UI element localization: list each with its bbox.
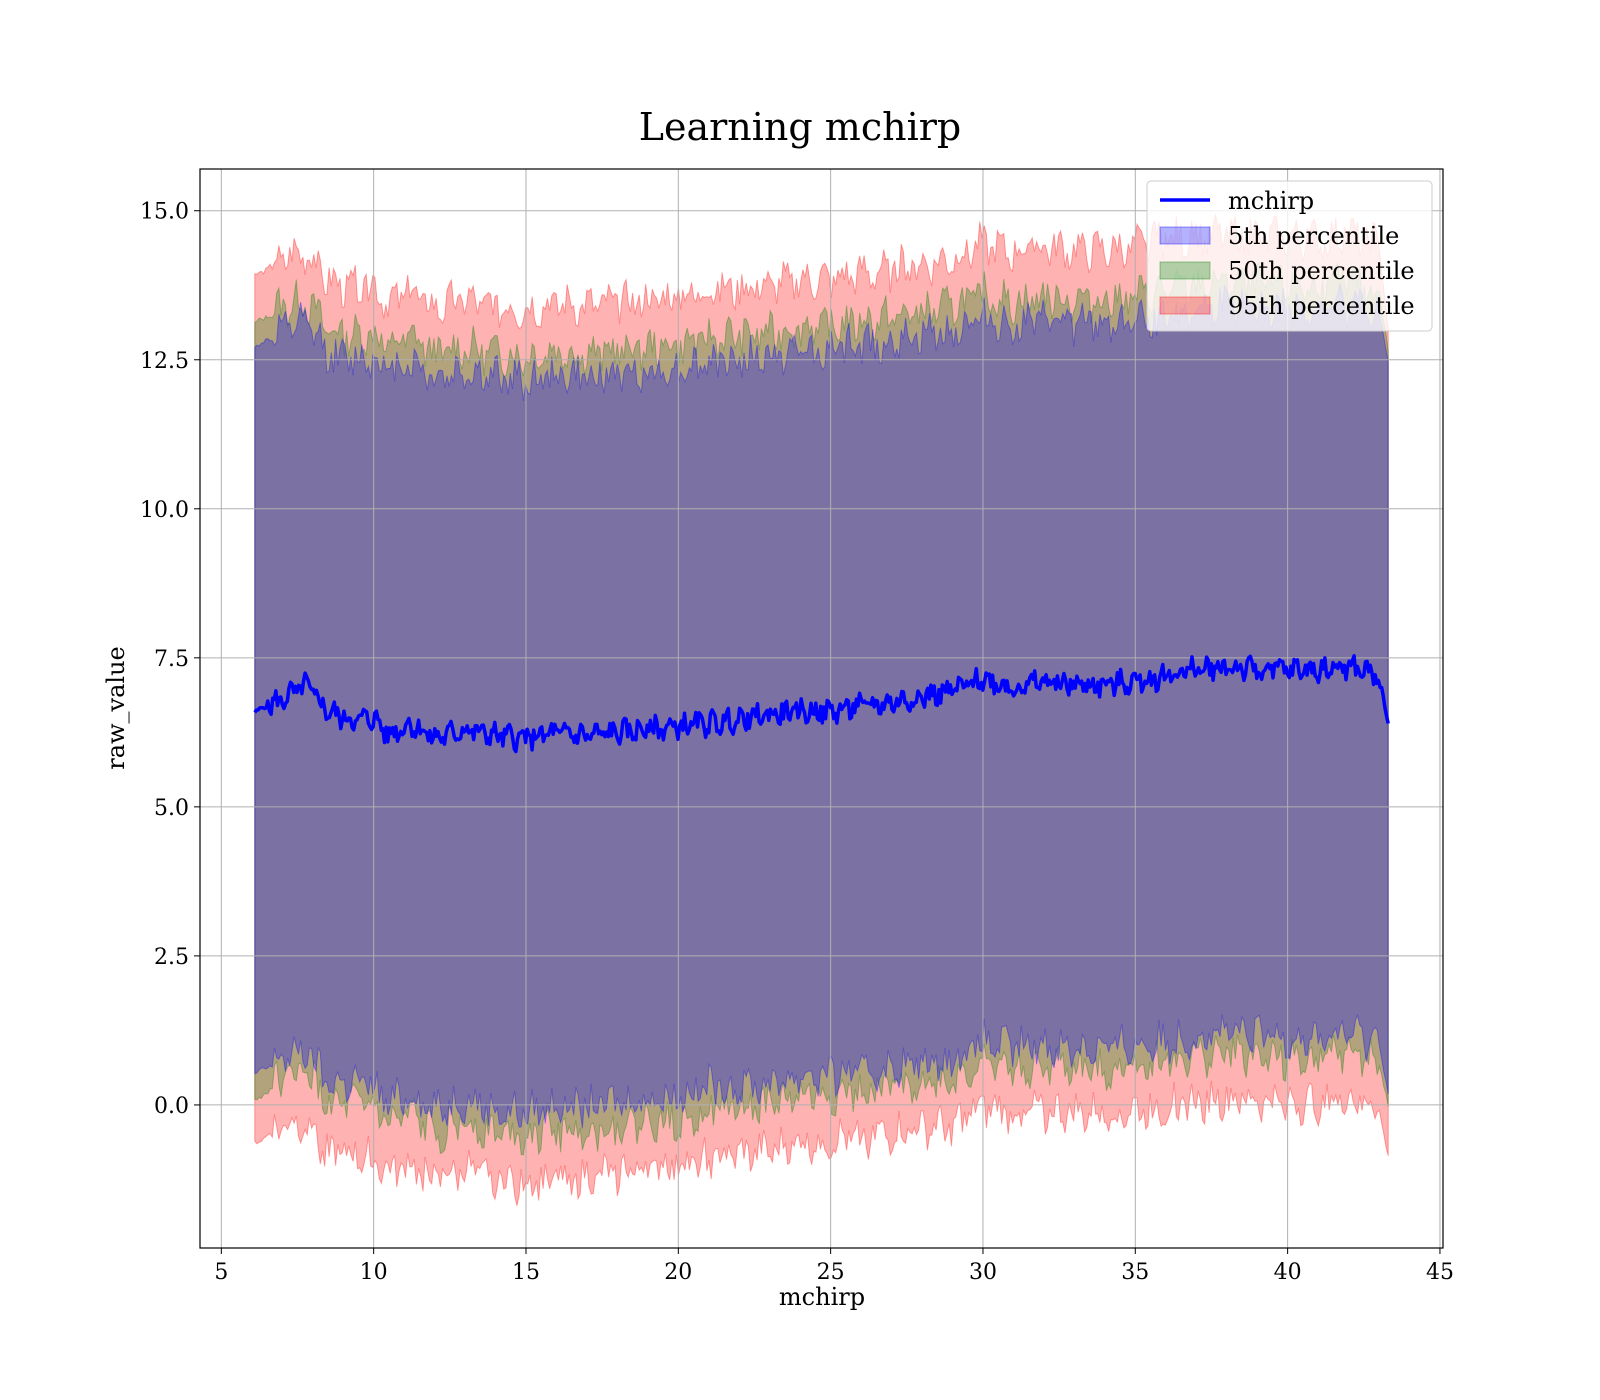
x-tick-label: 35 [1121,1260,1149,1285]
x-axis-ticks: 5 10 15 20 25 30 35 40 45 [214,1248,1454,1285]
x-axis-label: mchirp [779,1283,865,1311]
x-tick-label: 30 [969,1260,997,1285]
legend: mchirp 5th percentile 50th percentile 95… [1146,180,1433,332]
legend-label-50th: 50th percentile [1228,257,1415,285]
legend-swatch-95th [1159,296,1211,315]
series-line-mchirp [253,654,1390,754]
x-tick-label: 40 [1274,1260,1302,1285]
chart-title: Learning mchirp [639,105,961,149]
y-tick-label: 5.0 [154,796,189,821]
y-tick-label: 0.0 [154,1094,189,1119]
legend-box [1146,180,1433,332]
plot-frame [199,168,1444,1249]
legend-swatch-50th [1159,261,1211,280]
x-tick-label: 5 [214,1260,228,1285]
legend-label-95th: 95th percentile [1228,292,1415,320]
legend-label-5th: 5th percentile [1228,222,1399,250]
legend-label-mchirp: mchirp [1228,187,1314,215]
x-tick-label: 45 [1426,1260,1454,1285]
plot-area [199,168,1444,1249]
y-axis-ticks: 0.0 2.5 5.0 7.5 10.0 12.5 15.0 [140,200,200,1119]
y-tick-label: 15.0 [140,200,189,225]
x-tick-label: 20 [664,1260,692,1285]
x-tick-label: 10 [360,1260,388,1285]
y-tick-label: 10.0 [140,498,189,523]
y-tick-label: 2.5 [154,945,189,970]
x-tick-label: 15 [512,1260,540,1285]
x-tick-label: 25 [817,1260,845,1285]
series-lines [253,654,1390,754]
legend-swatch-5th [1159,226,1211,245]
y-tick-label: 12.5 [140,349,189,374]
y-tick-label: 7.5 [154,647,189,672]
y-axis-label: raw_value [102,646,130,770]
